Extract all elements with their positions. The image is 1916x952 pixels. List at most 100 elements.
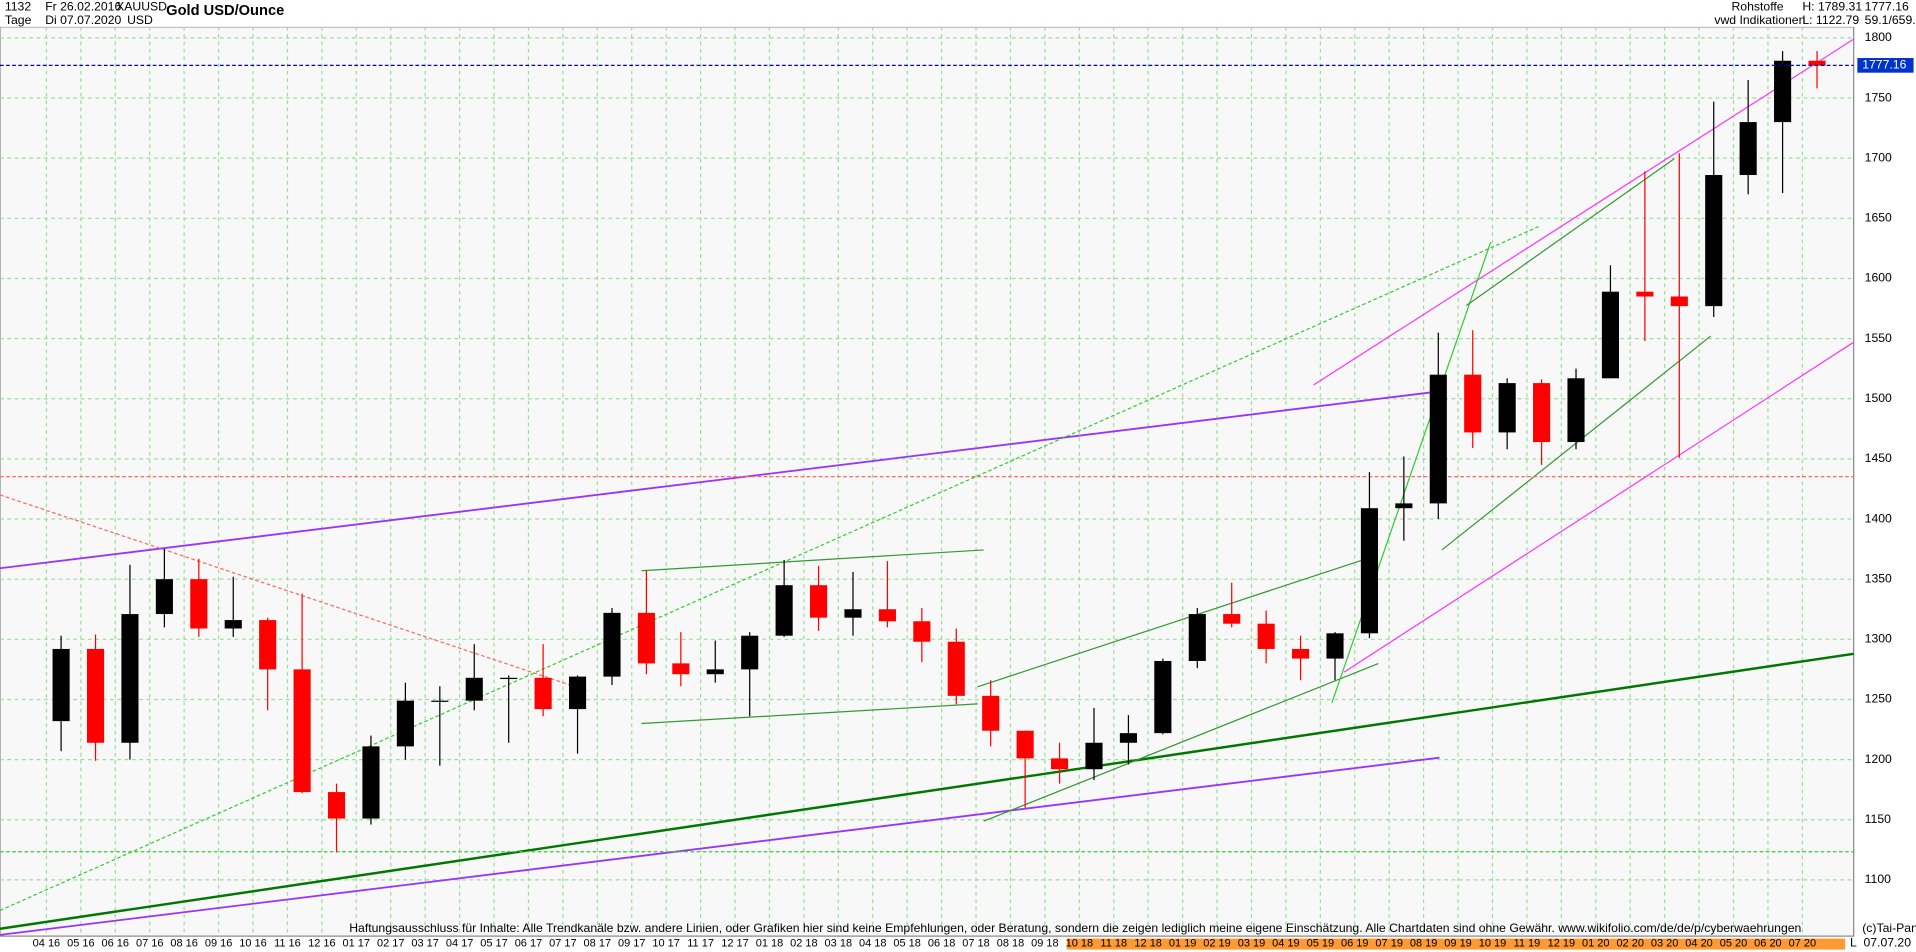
candle-body <box>1223 614 1241 624</box>
last-price-label: 1777.16 <box>1862 58 1906 72</box>
x-tick-label: 08 18 <box>997 937 1024 949</box>
y-tick-label: 1200 <box>1865 752 1892 766</box>
x-tick-label: 05 19 <box>1307 937 1334 949</box>
x-tick-label: 09 16 <box>205 937 232 949</box>
candle-body <box>1016 730 1034 759</box>
x-tick-label: 04 18 <box>859 937 886 949</box>
x-tick-label: 12 19 <box>1548 937 1575 949</box>
x-tick-label: 03 20 <box>1651 937 1678 949</box>
candle-body <box>982 695 1000 731</box>
x-tick-label: 03 17 <box>411 937 438 949</box>
candle-body <box>1257 623 1275 649</box>
candle-body <box>1464 374 1482 433</box>
candle-body <box>259 620 277 670</box>
candle-body <box>878 609 896 622</box>
scale-mode: L <box>1850 936 1857 950</box>
header-bar <box>0 0 1916 27</box>
date-from: Fr 26.02.2016 <box>45 0 121 14</box>
disclaimer: Haftungsausschluss für Inhalte: Alle Tre… <box>349 921 1801 935</box>
candle-body <box>1429 374 1447 504</box>
candle-body <box>534 677 552 710</box>
candle-body <box>362 746 380 819</box>
x-tick-label: 09 18 <box>1031 937 1058 949</box>
x-tick-label: 07 19 <box>1375 937 1402 949</box>
x-tick-label: 06 16 <box>102 937 129 949</box>
x-tick-label: 10 19 <box>1479 937 1506 949</box>
candle-body <box>500 677 518 680</box>
candle-body <box>1395 503 1413 509</box>
candle-body <box>844 609 862 618</box>
candle-body <box>1601 291 1619 379</box>
candle-body <box>1119 733 1137 743</box>
candle-body <box>1154 660 1172 734</box>
x-tick-label: 11 16 <box>274 937 301 949</box>
candle-body <box>86 648 105 743</box>
range: 59.1/659.9 <box>1865 13 1916 27</box>
x-tick-label: 04 17 <box>446 937 473 949</box>
bar-count: 1132 <box>5 0 31 14</box>
x-tick-label: 02 18 <box>790 937 817 949</box>
candle-body <box>1360 508 1378 634</box>
x-tick-label: 12 16 <box>308 937 335 949</box>
x-tick-label: 04 20 <box>1685 937 1712 949</box>
candle-body <box>52 648 70 722</box>
x-tick-label: 11 19 <box>1514 937 1541 949</box>
candle-body <box>1567 378 1585 443</box>
x-tick-label: 05 17 <box>480 937 507 949</box>
candles <box>52 51 1826 853</box>
candle-body <box>1705 175 1723 307</box>
x-tick-label: 07 16 <box>136 937 163 949</box>
candle-body <box>741 635 759 670</box>
candle-body <box>1670 296 1688 307</box>
period: Tage <box>5 13 32 27</box>
candle-body <box>1739 122 1757 176</box>
x-tick-label: 05 16 <box>67 937 94 949</box>
provider: vwd Indikationen <box>1714 13 1805 27</box>
candle-body <box>568 676 587 710</box>
x-tick-label: 10 16 <box>239 937 266 949</box>
chart-title: Gold USD/Ounce <box>166 3 284 19</box>
source: Rohstoffe <box>1731 0 1783 14</box>
x-tick-label: 08 19 <box>1410 937 1437 949</box>
candle-body <box>637 612 655 664</box>
candle-body <box>190 579 208 629</box>
candle-body <box>1292 648 1310 659</box>
x-tick-label: 02 17 <box>377 937 404 949</box>
y-tick-label: 1650 <box>1865 211 1892 225</box>
symbol: XAUUSD <box>116 0 167 14</box>
candle-body <box>155 579 173 615</box>
plot-area <box>0 26 1855 937</box>
candle-body <box>121 614 139 743</box>
currency: USD <box>127 13 153 27</box>
candle-body <box>1498 383 1516 433</box>
candle-body <box>1533 383 1551 443</box>
x-tick-label: 02 19 <box>1203 937 1230 949</box>
x-tick-label: 08 17 <box>584 937 611 949</box>
last: 1777.16 <box>1865 0 1909 14</box>
y-tick-label: 1500 <box>1865 391 1892 405</box>
y-tick-label: 1750 <box>1865 90 1892 104</box>
candle-body <box>1774 60 1792 123</box>
y-tick-label: 1800 <box>1865 30 1892 44</box>
x-tick-label: 07 20 <box>1789 937 1816 949</box>
x-tick-label: 06 18 <box>928 937 955 949</box>
x-tick-label: 05 20 <box>1720 937 1747 949</box>
candle-body <box>1051 758 1069 770</box>
candle-body <box>293 669 311 793</box>
candle-body <box>672 663 690 675</box>
y-tick-label: 1250 <box>1865 692 1892 706</box>
x-tick-label: 06 17 <box>515 937 542 949</box>
candle-body <box>431 700 449 702</box>
candle-body <box>1188 614 1206 661</box>
x-tick-label: 10 17 <box>652 937 679 949</box>
x-tick-label: 09 19 <box>1444 937 1471 949</box>
x-tick-label: 08 16 <box>170 937 197 949</box>
x-tick-label: 07 18 <box>962 937 989 949</box>
y-tick-label: 1100 <box>1865 872 1891 886</box>
date-to: Di 07.07.2020 <box>45 13 121 27</box>
x-tick-label: 12 17 <box>721 937 748 949</box>
candle-body <box>775 585 793 636</box>
candle-body <box>1085 742 1103 770</box>
high: H: 1789.31 <box>1802 0 1862 14</box>
